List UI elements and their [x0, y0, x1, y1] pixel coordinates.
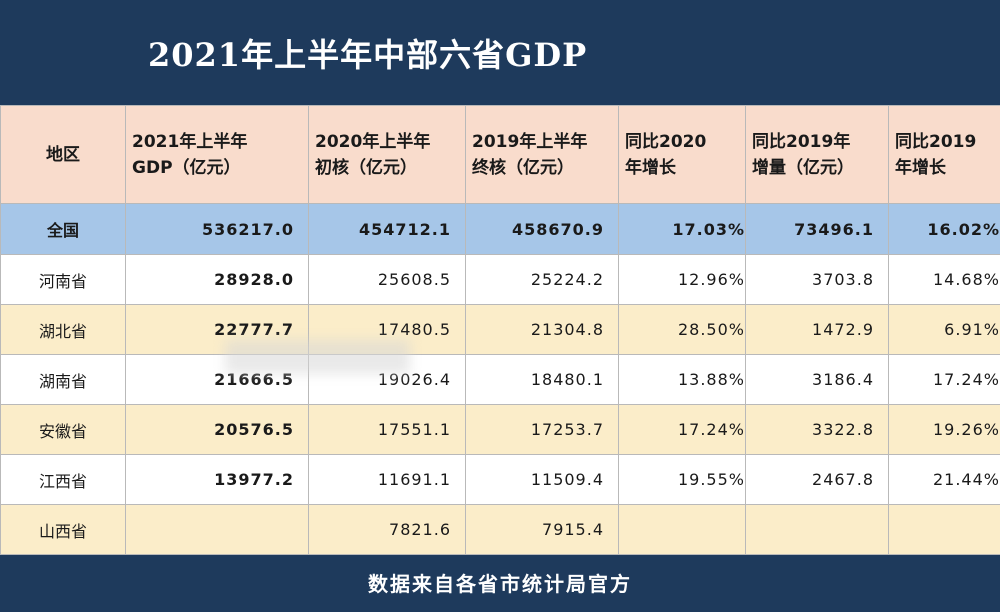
table-row: 湖南省 21666.5 19026.4 18480.1 13.88% 3186.…	[0, 354, 1000, 405]
table-cell: 湖北省	[0, 304, 126, 355]
header-increment-2019: 同比2019年 增量（亿元）	[745, 105, 889, 204]
table-cell: 28928.0	[125, 254, 309, 305]
table-cell: 安徽省	[0, 404, 126, 455]
table-cell: 25224.2	[465, 254, 619, 305]
table-cell: 73496.1	[745, 203, 889, 255]
table-cell: 21.44%	[888, 454, 1000, 505]
header-growth-2020: 同比2020 年增长	[618, 105, 746, 204]
table-cell: 18480.1	[465, 354, 619, 405]
header-region: 地区	[0, 105, 126, 204]
table-cell: 19.26%	[888, 404, 1000, 455]
table-cell: 2467.8	[745, 454, 889, 505]
table-cell: 458670.9	[465, 203, 619, 255]
table-cell: 17.24%	[618, 404, 746, 455]
table-cell: 17.03%	[618, 203, 746, 255]
table-cell: 14.68%	[888, 254, 1000, 305]
table-cell: 1472.9	[745, 304, 889, 355]
header-gdp-2020: 2020年上半年 初核（亿元）	[308, 105, 466, 204]
table-cell: 3186.4	[745, 354, 889, 405]
source-footer: 数据来自各省市统计局官方	[0, 557, 1000, 612]
table-cell: 12.96%	[618, 254, 746, 305]
table-cell: 11509.4	[465, 454, 619, 505]
table-row: 江西省 13977.2 11691.1 11509.4 19.55% 2467.…	[0, 454, 1000, 505]
page-title: 2021年上半年中部六省GDP	[148, 36, 588, 74]
blurred-watermark	[225, 340, 410, 374]
header-gdp-2019: 2019年上半年 终核（亿元）	[465, 105, 619, 204]
table-cell: 3322.8	[745, 404, 889, 455]
table-cell: 22777.7	[125, 304, 309, 355]
table-cell: 河南省	[0, 254, 126, 305]
table-cell: 全国	[0, 203, 126, 255]
table-cell: 7915.4	[465, 504, 619, 555]
gdp-table: 地区 2021年上半年 GDP（亿元） 2020年上半年 初核（亿元） 2019年上…	[0, 105, 1000, 555]
table-cell	[745, 504, 889, 555]
table-cell: 江西省	[0, 454, 126, 505]
header-growth-2019: 同比2019 年增长	[888, 105, 1000, 204]
table-cell: 454712.1	[308, 203, 466, 255]
table-cell: 山西省	[0, 504, 126, 555]
table-cell: 11691.1	[308, 454, 466, 505]
table-cell: 20576.5	[125, 404, 309, 455]
table-row: 山西省 7821.6 7915.4	[0, 504, 1000, 555]
table-cell	[125, 504, 309, 555]
table-cell: 7821.6	[308, 504, 466, 555]
table-cell	[618, 504, 746, 555]
table-cell: 25608.5	[308, 254, 466, 305]
table-cell: 16.02%	[888, 203, 1000, 255]
table-row: 安徽省 20576.5 17551.1 17253.7 17.24% 3322.…	[0, 404, 1000, 455]
table-cell	[888, 504, 1000, 555]
table-cell: 19.55%	[618, 454, 746, 505]
table-cell: 13.88%	[618, 354, 746, 405]
table-cell: 536217.0	[125, 203, 309, 255]
table-cell: 21304.8	[465, 304, 619, 355]
table-cell: 17551.1	[308, 404, 466, 455]
table-row: 河南省 28928.0 25608.5 25224.2 12.96% 3703.…	[0, 254, 1000, 305]
table-cell: 28.50%	[618, 304, 746, 355]
table-cell: 13977.2	[125, 454, 309, 505]
table-row-total: 全国 536217.0 454712.1 458670.9 17.03% 734…	[0, 203, 1000, 255]
table-cell: 湖南省	[0, 354, 126, 405]
table-cell: 6.91%	[888, 304, 1000, 355]
header-gdp-2021: 2021年上半年 GDP（亿元）	[125, 105, 309, 204]
table-cell: 17.24%	[888, 354, 1000, 405]
table-cell: 3703.8	[745, 254, 889, 305]
table-row: 湖北省 22777.7 17480.5 21304.8 28.50% 1472.…	[0, 304, 1000, 355]
table-cell: 17253.7	[465, 404, 619, 455]
header-row: 地区 2021年上半年 GDP（亿元） 2020年上半年 初核（亿元） 2019年上…	[0, 105, 1000, 204]
